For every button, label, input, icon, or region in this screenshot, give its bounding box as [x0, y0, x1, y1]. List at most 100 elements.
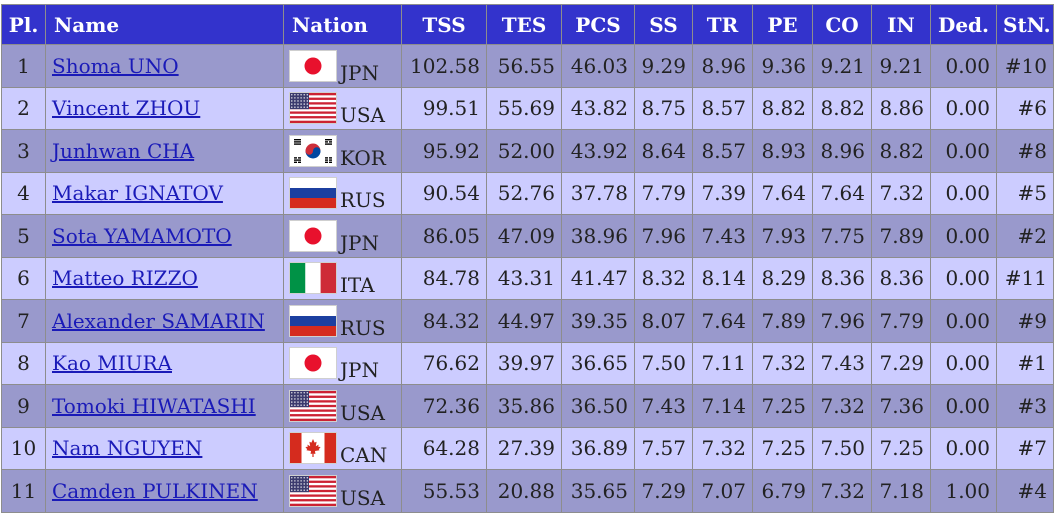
skater-link[interactable]: Shoma UNO: [52, 53, 179, 78]
ss-cell: 7.43: [634, 384, 693, 428]
ss-cell: 8.32: [634, 256, 693, 300]
co-cell: 7.96: [812, 299, 872, 343]
nation-code: RUS: [340, 315, 386, 340]
korea-flag-icon: [290, 135, 336, 166]
header-tr: TR: [692, 4, 753, 45]
pe-cell: 8.82: [752, 86, 813, 130]
stn-cell: #8: [996, 129, 1054, 173]
co-cell: 8.82: [812, 86, 872, 130]
tes-cell: 35.86: [486, 384, 562, 428]
nation-cell: RUS: [283, 299, 402, 343]
ss-cell: 7.79: [634, 171, 693, 215]
place-cell: 1: [1, 44, 46, 88]
in-cell: 9.21: [871, 44, 931, 88]
nation-cell: JPN: [283, 341, 402, 385]
tr-cell: 7.07: [692, 469, 753, 513]
pcs-cell: 36.50: [561, 384, 635, 428]
skater-link[interactable]: Camden PULKINEN: [52, 478, 258, 503]
ded-cell: 0.00: [930, 44, 997, 88]
ded-cell: 0.00: [930, 384, 997, 428]
skater-link[interactable]: Kao MIURA: [52, 351, 172, 376]
tes-cell: 39.97: [486, 341, 562, 385]
pe-cell: 8.93: [752, 129, 813, 173]
skater-link[interactable]: Makar IGNATOV: [52, 181, 223, 206]
tr-cell: 8.96: [692, 44, 753, 88]
pe-cell: 7.64: [752, 171, 813, 215]
skater-link[interactable]: Sota YAMAMOTO: [52, 223, 232, 248]
skater-link[interactable]: Nam NGUYEN: [52, 436, 203, 461]
in-cell: 7.29: [871, 341, 931, 385]
canada-flag-icon: [290, 433, 336, 464]
tr-cell: 7.32: [692, 426, 753, 470]
ded-cell: 0.00: [930, 299, 997, 343]
tr-cell: 7.14: [692, 384, 753, 428]
place-cell: 9: [1, 384, 46, 428]
header-pe: PE: [752, 4, 813, 45]
co-cell: 7.43: [812, 341, 872, 385]
ded-cell: 0.00: [930, 214, 997, 258]
skater-link[interactable]: Junhwan CHA: [52, 138, 195, 163]
in-cell: 7.79: [871, 299, 931, 343]
pe-cell: 8.29: [752, 256, 813, 300]
italy-flag-icon: [290, 263, 336, 294]
pcs-cell: 41.47: [561, 256, 635, 300]
japan-flag-icon: [290, 50, 336, 81]
name-cell: Matteo RIZZO: [45, 256, 284, 300]
stn-cell: #1: [996, 341, 1054, 385]
nation-cell: JPN: [283, 214, 402, 258]
pcs-cell: 36.65: [561, 341, 635, 385]
tss-cell: 55.53: [401, 469, 487, 513]
header-co: CO: [812, 4, 872, 45]
tes-cell: 44.97: [486, 299, 562, 343]
skater-link[interactable]: Vincent ZHOU: [52, 96, 201, 121]
ss-cell: 8.64: [634, 129, 693, 173]
place-cell: 5: [1, 214, 46, 258]
nation-code: ITA: [340, 273, 375, 298]
header-name: Name: [45, 4, 284, 45]
ss-cell: 7.57: [634, 426, 693, 470]
stn-cell: #9: [996, 299, 1054, 343]
ded-cell: 0.00: [930, 129, 997, 173]
nation-code: RUS: [340, 188, 386, 213]
ded-cell: 0.00: [930, 86, 997, 130]
tr-cell: 8.57: [692, 86, 753, 130]
tss-cell: 95.92: [401, 129, 487, 173]
pe-cell: 7.93: [752, 214, 813, 258]
nation-cell: USA: [283, 469, 402, 513]
name-cell: Camden PULKINEN: [45, 469, 284, 513]
nation-code: JPN: [340, 60, 379, 85]
nation-code: USA: [340, 400, 385, 425]
japan-flag-icon: [290, 220, 336, 251]
tes-cell: 43.31: [486, 256, 562, 300]
tss-cell: 99.51: [401, 86, 487, 130]
pe-cell: 6.79: [752, 469, 813, 513]
usa-flag-icon: [290, 390, 336, 421]
header-tes: TES: [486, 4, 562, 45]
skater-link[interactable]: Alexander SAMARIN: [52, 308, 265, 333]
nation-cell: USA: [283, 86, 402, 130]
tss-cell: 64.28: [401, 426, 487, 470]
header-stn: StN.: [996, 4, 1054, 45]
tss-cell: 90.54: [401, 171, 487, 215]
place-cell: 7: [1, 299, 46, 343]
japan-flag-icon: [290, 348, 336, 379]
skater-link[interactable]: Matteo RIZZO: [52, 266, 198, 291]
pe-cell: 7.32: [752, 341, 813, 385]
tss-cell: 72.36: [401, 384, 487, 428]
pcs-cell: 38.96: [561, 214, 635, 258]
nation-cell: KOR: [283, 129, 402, 173]
ded-cell: 0.00: [930, 426, 997, 470]
co-cell: 9.21: [812, 44, 872, 88]
nation-cell: CAN: [283, 426, 402, 470]
skater-link[interactable]: Tomoki HIWATASHI: [52, 393, 256, 418]
table-row: 3 Junhwan CHA KOR 95.92 52.00 43.92 8.64 8.57 8.…: [1, 129, 1054, 173]
co-cell: 7.32: [812, 469, 872, 513]
pe-cell: 9.36: [752, 44, 813, 88]
ded-cell: 0.00: [930, 341, 997, 385]
ss-cell: 9.29: [634, 44, 693, 88]
table-row: 7 Alexander SAMARIN RUS 84.32 44.97 39.35 8.07…: [1, 299, 1054, 343]
table-row: 5 Sota YAMAMOTO JPN 86.05 47.09 38.96 7.96 7.43…: [1, 214, 1054, 258]
stn-cell: #4: [996, 469, 1054, 513]
co-cell: 7.64: [812, 171, 872, 215]
pe-cell: 7.25: [752, 384, 813, 428]
